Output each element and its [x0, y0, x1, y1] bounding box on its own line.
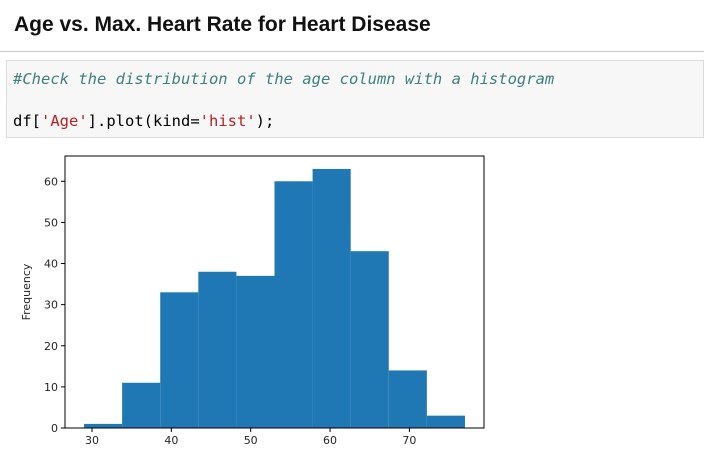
code-middle: ].plot(kind=	[87, 112, 200, 130]
plot-frame	[64, 155, 485, 429]
y-tick-label: 0	[51, 422, 58, 435]
y-tick-label: 60	[44, 175, 58, 188]
title-divider	[0, 51, 704, 52]
x-tick-label: 60	[323, 434, 337, 447]
code-cell[interactable]: #Check the distribution of the age colum…	[6, 60, 704, 138]
histogram-chart: 30 40 50 60 70 0 10 20 30 40 50 60 Frequency	[20, 155, 485, 447]
x-tick-label: 50	[244, 434, 258, 447]
x-tick-label: 30	[85, 434, 99, 447]
histogram-bar	[236, 275, 275, 428]
code-comment: #Check the distribution of the age colum…	[13, 70, 555, 88]
output-area: 30 40 50 60 70 0 10 20 30 40 50 60 Frequency	[6, 148, 492, 464]
x-tick-label: 40	[164, 434, 178, 447]
histogram-bar	[426, 415, 465, 428]
histogram-bar	[84, 423, 123, 428]
histogram-bar	[160, 292, 199, 428]
x-tick-label: 70	[402, 434, 416, 447]
histogram-bar	[198, 271, 237, 428]
code-suffix: );	[255, 112, 275, 130]
code-prefix: df[	[13, 112, 41, 130]
y-tick-label: 10	[44, 381, 58, 394]
code-line: df['Age'].plot(kind='hist');	[13, 111, 274, 131]
y-tick-label: 30	[44, 299, 58, 312]
y-axis-label: Frequency	[20, 263, 33, 320]
code-string-hist: 'hist'	[199, 112, 256, 130]
histogram-bar	[350, 251, 389, 428]
histogram-bar	[122, 382, 161, 428]
histogram-bar	[312, 168, 351, 428]
page-title: Age vs. Max. Heart Rate for Heart Diseas…	[14, 13, 431, 36]
y-tick-label: 50	[44, 216, 58, 229]
histogram-bar	[388, 370, 427, 428]
y-tick-label: 20	[44, 340, 58, 353]
code-string-age: 'Age'	[41, 112, 88, 130]
y-tick-label: 40	[44, 258, 58, 271]
histogram-bar	[274, 181, 313, 428]
